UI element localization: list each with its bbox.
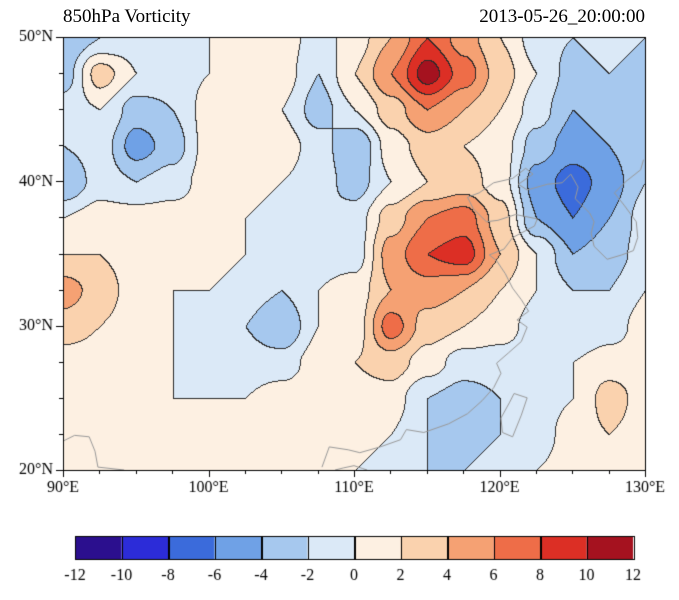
plot-timestamp: 2013-05-26_20:00:00 bbox=[479, 6, 645, 27]
plot-title: 850hPa Vorticity bbox=[63, 6, 191, 27]
